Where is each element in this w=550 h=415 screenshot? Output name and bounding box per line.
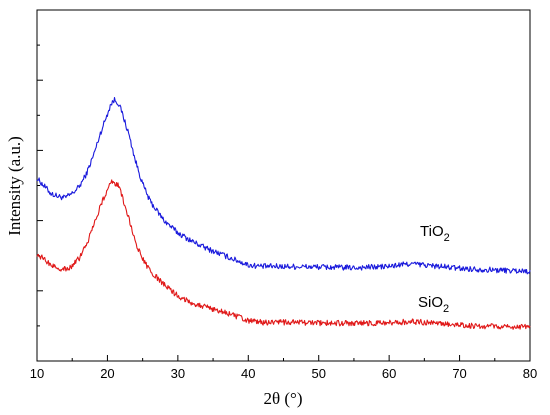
x-axis-ticks: 10 20 30 40 50 60 70 80 [30,355,537,381]
series-labels: TiO2 SiO2 [418,223,450,315]
x-tick-label: 60 [382,366,396,381]
series-label-tio2: TiO2 [420,223,450,244]
x-tick-label: 70 [452,366,466,381]
x-tick-label: 50 [311,366,325,381]
y-axis-ticks [37,44,43,327]
series-lines [36,96,531,330]
x-tick-label: 10 [30,366,44,381]
series-line-tio2 [36,96,531,275]
series-line-sio2 [36,179,531,330]
x-tick-label: 20 [100,366,114,381]
series-label-sio2: SiO2 [418,294,449,315]
y-axis-title: Intensity (a.u.) [5,136,24,236]
x-tick-label: 40 [241,366,255,381]
x-tick-label: 80 [523,366,537,381]
x-axis-title: 2θ (°) [263,389,302,408]
plot-frame [36,9,531,362]
x-tick-label: 30 [171,366,185,381]
